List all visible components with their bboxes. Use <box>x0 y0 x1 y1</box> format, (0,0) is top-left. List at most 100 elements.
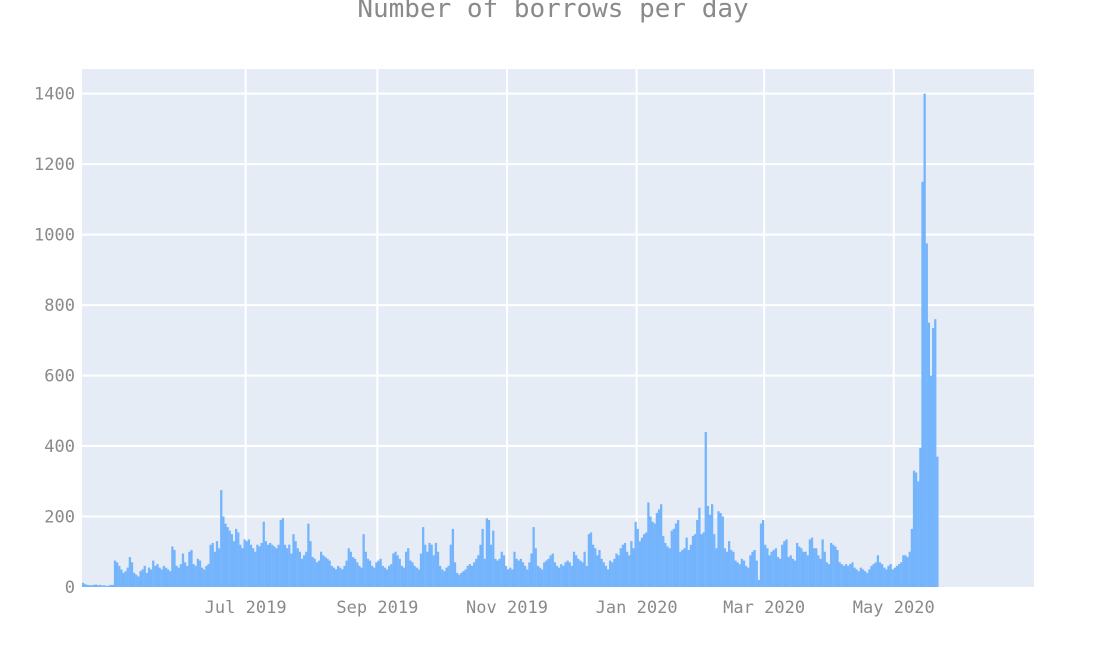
bar <box>893 567 897 587</box>
bar <box>836 550 839 587</box>
bar <box>749 555 752 587</box>
bar <box>470 565 474 587</box>
bar <box>543 562 546 587</box>
bar <box>160 569 163 587</box>
bar <box>889 564 892 587</box>
bar <box>111 584 115 587</box>
bar <box>583 551 586 587</box>
bar <box>303 555 306 587</box>
bar <box>770 551 773 587</box>
bar <box>891 569 894 587</box>
bar <box>143 565 146 587</box>
bar <box>878 562 882 587</box>
bar <box>371 565 374 587</box>
bar <box>496 560 499 587</box>
bar <box>511 569 514 587</box>
bar <box>326 558 329 587</box>
bar <box>351 557 355 587</box>
bar <box>606 569 610 587</box>
bar <box>500 551 503 587</box>
bar <box>904 555 907 587</box>
bar <box>513 551 516 587</box>
bar <box>734 560 737 587</box>
bar <box>549 555 552 587</box>
bar <box>468 564 472 587</box>
bar <box>224 523 227 587</box>
bar <box>347 548 350 587</box>
bar <box>428 542 431 587</box>
bar <box>936 456 939 587</box>
bar <box>462 571 465 587</box>
bar <box>139 571 142 587</box>
bar <box>116 562 119 587</box>
bar <box>237 532 240 587</box>
bar <box>517 560 520 587</box>
bar <box>558 567 561 587</box>
bar <box>445 567 448 587</box>
bar <box>262 521 265 587</box>
bar <box>602 562 605 587</box>
bar <box>564 562 567 587</box>
bar <box>870 565 873 587</box>
bar <box>776 557 780 587</box>
bar <box>436 551 440 587</box>
bar <box>103 585 106 587</box>
bar <box>551 553 554 587</box>
bar <box>360 567 363 587</box>
bar <box>358 565 361 587</box>
bar <box>198 560 202 587</box>
bar <box>689 544 693 587</box>
bar <box>883 567 886 587</box>
bar <box>853 567 856 587</box>
bar <box>628 555 631 587</box>
bar <box>113 560 117 587</box>
y-tick-label: 200 <box>44 508 75 528</box>
bar <box>679 551 682 587</box>
bar <box>218 548 221 587</box>
bar <box>696 520 699 587</box>
bar <box>774 548 778 587</box>
bar <box>806 555 809 587</box>
bar <box>698 507 701 587</box>
bar <box>547 558 550 587</box>
bar <box>290 553 293 587</box>
bar <box>515 558 518 587</box>
bar <box>898 564 901 587</box>
bar <box>92 584 95 587</box>
bar <box>458 574 461 587</box>
bar <box>277 544 280 587</box>
bar <box>286 548 289 587</box>
y-axis-ticks: 0 200 400 600 800 1000 1200 1400 <box>34 85 75 598</box>
bar <box>252 548 255 587</box>
bar <box>334 569 338 587</box>
bar <box>388 565 391 587</box>
bar <box>188 551 191 587</box>
bar <box>562 565 565 587</box>
bar <box>317 560 321 587</box>
bar <box>666 546 669 587</box>
bar <box>394 551 397 587</box>
bar <box>704 431 707 587</box>
bar <box>596 555 599 587</box>
y-tick-label: 400 <box>44 437 75 457</box>
bar <box>674 523 678 587</box>
bar <box>589 532 593 587</box>
bar <box>324 557 327 587</box>
bar <box>796 542 799 587</box>
bar <box>545 560 548 587</box>
bar <box>377 560 380 587</box>
bar <box>466 565 469 587</box>
bar <box>215 541 219 587</box>
bar <box>475 558 478 587</box>
bar <box>422 527 425 587</box>
bar <box>634 521 637 587</box>
bar <box>322 555 325 587</box>
bar <box>203 569 206 587</box>
bar <box>447 565 450 587</box>
bar <box>107 585 110 587</box>
bar <box>885 569 888 587</box>
bar <box>844 564 848 587</box>
bar <box>247 539 251 587</box>
bar <box>934 319 937 587</box>
bar <box>239 544 242 587</box>
